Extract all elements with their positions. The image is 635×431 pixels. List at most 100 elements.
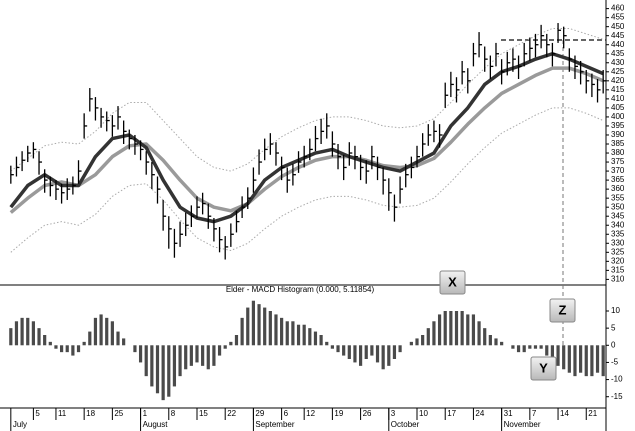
histogram-title: Elder - MACD Histogram (0.000, 5.11854) — [226, 285, 375, 294]
y-tick-label: 315 — [611, 265, 625, 274]
histogram-bar — [364, 345, 368, 359]
y-tick-label: 5 — [611, 323, 616, 332]
month-label: October — [391, 420, 420, 429]
histogram-bar — [167, 345, 171, 397]
histogram-bar — [138, 345, 143, 363]
x-tick-label: 1 — [143, 409, 148, 418]
annotation-label: Y — [539, 360, 548, 375]
y-tick-label: 375 — [611, 157, 625, 166]
histogram-bar — [59, 345, 64, 353]
x-tick-label: 17 — [447, 409, 456, 418]
y-tick-label: 445 — [611, 31, 625, 40]
y-tick-label: -5 — [611, 358, 619, 367]
y-tick-label: 330 — [611, 238, 625, 247]
month-label: July — [13, 420, 27, 429]
x-tick-label: 3 — [391, 409, 396, 418]
y-tick-label: 350 — [611, 202, 625, 211]
histogram-bar — [398, 345, 402, 353]
histogram-bar — [76, 345, 81, 353]
histogram-bar — [590, 345, 594, 377]
y-tick-label: 460 — [611, 4, 625, 13]
histogram-bar — [189, 345, 193, 366]
histogram-bar — [234, 335, 239, 346]
histogram-bar — [302, 324, 306, 346]
histogram-bar — [330, 345, 334, 349]
moving-average — [10, 27, 604, 172]
histogram-bar — [178, 345, 182, 377]
annotation-label: Z — [559, 302, 567, 317]
x-tick-label: 24 — [475, 409, 484, 418]
histogram-bar — [54, 345, 58, 349]
histogram-bar — [184, 345, 188, 370]
histogram-bar — [48, 341, 52, 346]
histogram-bar — [409, 341, 413, 346]
histogram-bar — [567, 345, 571, 373]
x-tick-label: 10 — [419, 409, 428, 418]
y-tick-label: 430 — [611, 58, 625, 67]
histogram-bar — [99, 314, 103, 346]
histogram-bar — [65, 345, 69, 353]
x-tick-label: 12 — [306, 409, 315, 418]
y-tick-label: 340 — [611, 220, 625, 229]
histogram-bar — [443, 311, 447, 346]
histogram-bar — [556, 345, 560, 366]
histogram-bar — [223, 345, 227, 349]
y-tick-label: 10 — [611, 306, 620, 315]
histogram-bar — [353, 345, 357, 363]
histogram-bar — [206, 345, 210, 370]
annotation-box — [549, 298, 576, 323]
histogram-bar — [381, 345, 385, 370]
histogram-bar — [195, 345, 199, 363]
histogram-bar — [14, 321, 19, 346]
histogram-bar — [415, 338, 419, 346]
y-tick-label: 405 — [611, 103, 625, 112]
histogram-bar — [161, 345, 165, 401]
histogram-bar — [454, 311, 459, 346]
histogram-bar — [285, 321, 289, 346]
x-tick-label: 7 — [532, 409, 537, 418]
histogram-bar — [308, 328, 312, 346]
histogram-bar — [201, 345, 205, 366]
x-tick-label: 6 — [284, 409, 289, 418]
histogram-bar — [229, 341, 233, 346]
x-tick-label: 19 — [334, 409, 343, 418]
histogram-bar — [122, 338, 126, 346]
month-label: August — [143, 420, 169, 429]
histogram-bar — [144, 345, 148, 377]
histogram-bar — [133, 345, 137, 353]
month-label: September — [255, 420, 294, 429]
histogram-bar — [375, 345, 380, 363]
histogram-bar — [516, 345, 521, 353]
y-tick-label: 370 — [611, 166, 625, 175]
histogram-bar — [257, 304, 261, 346]
y-tick-label: 455 — [611, 13, 625, 22]
y-tick-label: 415 — [611, 85, 625, 94]
histogram-bar — [319, 335, 323, 346]
histogram-bar — [562, 345, 566, 370]
y-tick-label: 435 — [611, 49, 625, 58]
histogram-bar — [240, 317, 244, 346]
y-tick-label: 0 — [611, 340, 616, 349]
histogram-bar — [9, 328, 13, 346]
y-tick-label: -15 — [611, 392, 623, 401]
histogram-bar — [421, 335, 425, 346]
histogram-bar — [280, 317, 284, 346]
x-tick-label: 8 — [171, 409, 176, 418]
x-tick-label: 15 — [199, 409, 208, 418]
y-tick-label: 380 — [611, 148, 625, 157]
histogram-bar — [274, 314, 278, 346]
histogram-bar — [26, 317, 30, 346]
histogram-bar — [449, 311, 453, 346]
histogram-bar — [110, 321, 114, 346]
histogram-bar — [43, 335, 47, 346]
histogram-bar — [488, 335, 492, 346]
histogram-bar — [550, 345, 555, 363]
histogram-bar — [336, 345, 340, 353]
histogram-bar — [71, 345, 75, 356]
annotation-label: X — [448, 274, 457, 289]
histogram-bar — [342, 345, 346, 356]
histogram-bar — [251, 300, 256, 346]
histogram-bar — [93, 317, 98, 346]
